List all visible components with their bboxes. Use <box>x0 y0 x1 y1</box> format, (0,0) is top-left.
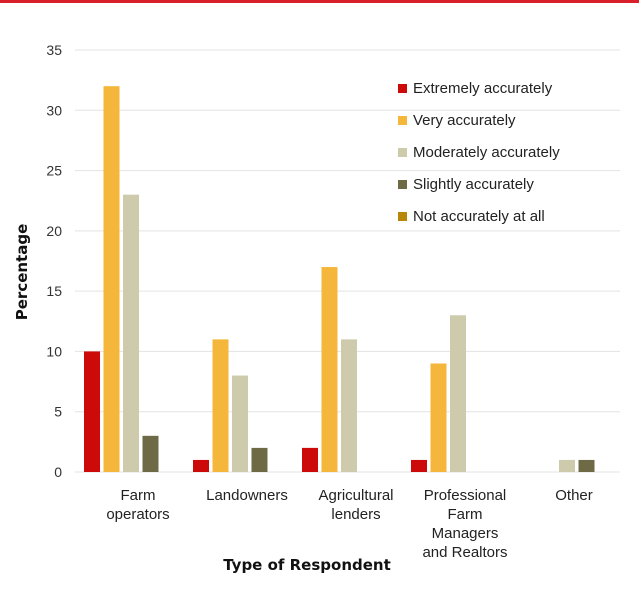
bar-moderately-accurately <box>341 339 357 472</box>
x-category-label: Landowners <box>206 487 288 504</box>
y-tick-label: 25 <box>46 163 62 179</box>
bar-moderately-accurately <box>232 375 248 472</box>
y-tick-label: 15 <box>46 283 62 299</box>
y-tick-label: 30 <box>46 102 62 118</box>
bars <box>84 86 595 473</box>
legend-label: Very accurately <box>413 112 516 129</box>
x-category-label: Farm <box>121 487 156 504</box>
y-axis-title: Percentage <box>13 224 31 321</box>
top-accent-rule <box>0 0 639 3</box>
legend-label: Slightly accurately <box>413 176 534 193</box>
legend-swatch <box>398 212 407 221</box>
x-category-label: Farm <box>448 506 483 523</box>
legend-label: Not accurately at all <box>413 208 545 225</box>
bar-extremely-accurately <box>84 351 100 472</box>
bar-slightly-accurately <box>251 447 268 472</box>
gridlines <box>75 49 620 473</box>
y-tick-label: 0 <box>54 464 62 480</box>
bar-extremely-accurately <box>411 459 427 472</box>
category-labels: Farm operators Landowners Agricultural lende… <box>106 487 592 561</box>
bar-moderately-accurately <box>123 194 139 472</box>
legend-swatch <box>398 84 407 93</box>
y-tick-label: 35 <box>46 42 62 58</box>
y-tick-label: 10 <box>46 343 62 359</box>
y-tick-label: 20 <box>46 223 62 239</box>
bar-slightly-accurately <box>142 435 159 472</box>
legend-label: Moderately accurately <box>413 144 560 161</box>
x-category-label: Professional <box>424 487 507 504</box>
y-tick-label: 5 <box>54 404 62 420</box>
legend-label: Extremely accurately <box>413 80 553 97</box>
bar-very-accurately <box>430 363 447 472</box>
x-category-label: Managers <box>432 525 499 542</box>
legend-swatch <box>398 148 407 157</box>
bar-very-accurately <box>103 86 120 473</box>
bar-extremely-accurately <box>193 459 209 472</box>
x-axis-title: Type of Respondent <box>223 556 391 574</box>
legend-swatch <box>398 180 407 189</box>
bar-extremely-accurately <box>302 447 318 472</box>
bar-very-accurately <box>212 339 229 472</box>
bar-slightly-accurately <box>578 459 595 472</box>
x-category-label: lenders <box>331 506 380 523</box>
bar-very-accurately <box>321 267 338 472</box>
x-category-label: Agricultural <box>318 487 393 504</box>
legend: Extremely accurately Very accurately Moder… <box>398 80 560 225</box>
legend-swatch <box>398 116 407 125</box>
y-tick-labels: 0 5 10 15 20 25 30 35 <box>46 42 62 480</box>
bar-moderately-accurately <box>450 315 466 472</box>
x-category-label: and Realtors <box>422 544 507 561</box>
bar-moderately-accurately <box>559 459 575 472</box>
x-category-label: Other <box>555 487 593 504</box>
x-category-label: operators <box>106 506 169 523</box>
